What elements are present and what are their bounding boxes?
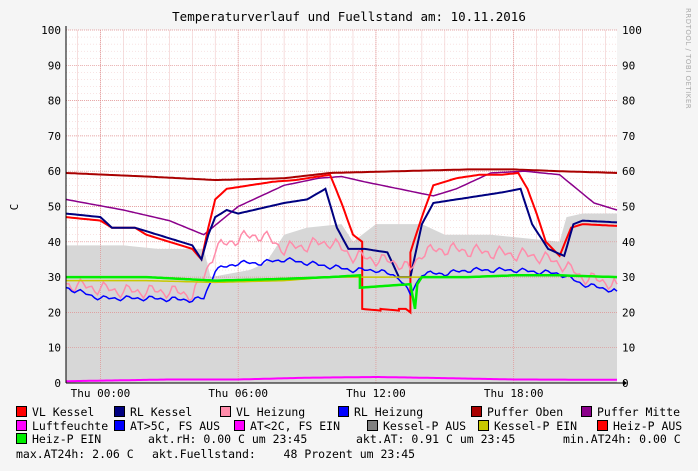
legend-label: AT<2C, FS EIN [250, 419, 341, 433]
max-at-text: max.AT24h: 2.06 C [16, 447, 134, 461]
legend-swatch [338, 406, 349, 417]
y-tick-label-left: 10 [48, 342, 61, 355]
y-tick-label-right: 0 [622, 377, 629, 390]
y-tick-label-left: 60 [48, 165, 61, 178]
legend-swatch [114, 406, 125, 417]
legend-item: Luftfeuchte [16, 419, 108, 433]
legend-label: Puffer Oben [487, 405, 564, 419]
watermark: RRDTOOL / TOBI OETIKER [684, 8, 692, 110]
legend-item: Puffer Mitte [581, 405, 680, 419]
legend-swatch [581, 406, 592, 417]
legend-item: RL Kessel [114, 405, 192, 419]
series-puffer-oben [65, 168, 618, 181]
legend-item: VL Kessel [16, 405, 94, 419]
legend-label: Kessel-P AUS [383, 419, 467, 433]
legend-label: VL Heizung [236, 405, 306, 419]
y-tick-label-right: 10 [622, 342, 635, 355]
y-tick-label-right: 90 [622, 59, 635, 72]
y-tick-label-left: 20 [48, 306, 61, 319]
legend-swatch [16, 406, 27, 417]
series-rl-kessel [65, 187, 618, 279]
y-tick-label-left: 40 [48, 236, 61, 249]
y-tick-label-left: 50 [48, 201, 61, 214]
legend-item: Heiz-P EIN [16, 432, 101, 446]
series-rl-heizung [65, 257, 618, 304]
legend-item: Heiz-P AUS [597, 419, 682, 433]
legend-swatch [114, 420, 125, 431]
y-tick-label-right: 40 [622, 236, 635, 249]
legend-swatch [220, 406, 231, 417]
legend: VL Kessel RL Kessel VL Heizung RL Heizung Pu… [0, 0, 682, 446]
legend-label: VL Kessel [32, 405, 95, 419]
y-tick-label-right: 100 [622, 24, 642, 37]
legend-swatch [234, 420, 245, 431]
y-axis-label: C [8, 204, 21, 211]
x-tick-label: Thu 06:00 [208, 387, 268, 398]
legend-item: Puffer Oben [471, 405, 563, 419]
chart-svg: Temperaturverlauf und Fuellstand am: 10.… [8, 9, 642, 398]
legend-swatch [597, 420, 608, 431]
y-tick-label-right: 50 [622, 201, 635, 214]
legend-label: Puffer Mitte [597, 405, 681, 419]
series-puffer-mitte [65, 170, 618, 236]
y-tick-label-left: 90 [48, 59, 61, 72]
legend-label: AT>5C, FS AUS [130, 419, 221, 433]
legend-item: AT>5C, FS AUS [114, 419, 220, 433]
y-tick-label-right: 60 [622, 165, 635, 178]
legend-item: Kessel-P AUS [367, 419, 466, 433]
series-vl-heizung [65, 229, 618, 303]
legend-swatch [16, 433, 27, 444]
x-tick-label: Thu 12:00 [346, 387, 406, 398]
legend-label: RL Heizung [354, 405, 424, 419]
y-tick-label-left: 0 [54, 377, 61, 390]
legend-swatch [471, 406, 482, 417]
x-axis-arrow [623, 380, 627, 386]
legend-label: Kessel-P EIN [494, 419, 578, 433]
y-tick-label-right: 70 [622, 130, 635, 143]
legend-label: RL Kessel [130, 405, 193, 419]
kessel-p-aus-area [66, 213, 617, 383]
min-at-text: min.AT24h: 0.00 C [563, 432, 681, 446]
y-tick-label-left: 30 [48, 271, 61, 284]
legend-swatch [478, 420, 489, 431]
legend-item: Kessel-P EIN [478, 419, 577, 433]
chart-title: Temperaturverlauf und Fuellstand am: 10.… [172, 9, 526, 24]
legend-item: RL Heizung [338, 405, 423, 419]
legend-label: Heiz-P AUS [613, 419, 683, 433]
legend-item: VL Heizung [220, 405, 305, 419]
akt-rh-text: akt.rH: 0.00 C um 23:45 [148, 432, 308, 446]
x-tick-label: Thu 00:00 [71, 387, 131, 398]
y-tick-label-right: 20 [622, 306, 635, 319]
y-tick-label-left: 80 [48, 95, 61, 108]
legend-label: Heiz-P EIN [32, 432, 102, 446]
x-tick-label: Thu 18:00 [484, 387, 544, 398]
legend-label: Luftfeuchte [32, 419, 109, 433]
legend-swatch [367, 420, 378, 431]
series-luftfeuchte [66, 376, 617, 383]
y-tick-label-right: 30 [622, 271, 635, 284]
y-tick-label-left: 100 [41, 24, 61, 37]
series-vl-kessel [65, 171, 618, 315]
akt-at-text: akt.AT: 0.91 C um 23:45 [356, 432, 516, 446]
y-tick-label-left: 70 [48, 130, 61, 143]
fuellstand-text: akt.Fuellstand: 48 Prozent um 23:45 [152, 447, 416, 461]
y-tick-label-right: 80 [622, 95, 635, 108]
series-heiz-p-ein [66, 273, 618, 310]
legend-swatch [16, 420, 27, 431]
legend-item: AT<2C, FS EIN [234, 419, 340, 433]
